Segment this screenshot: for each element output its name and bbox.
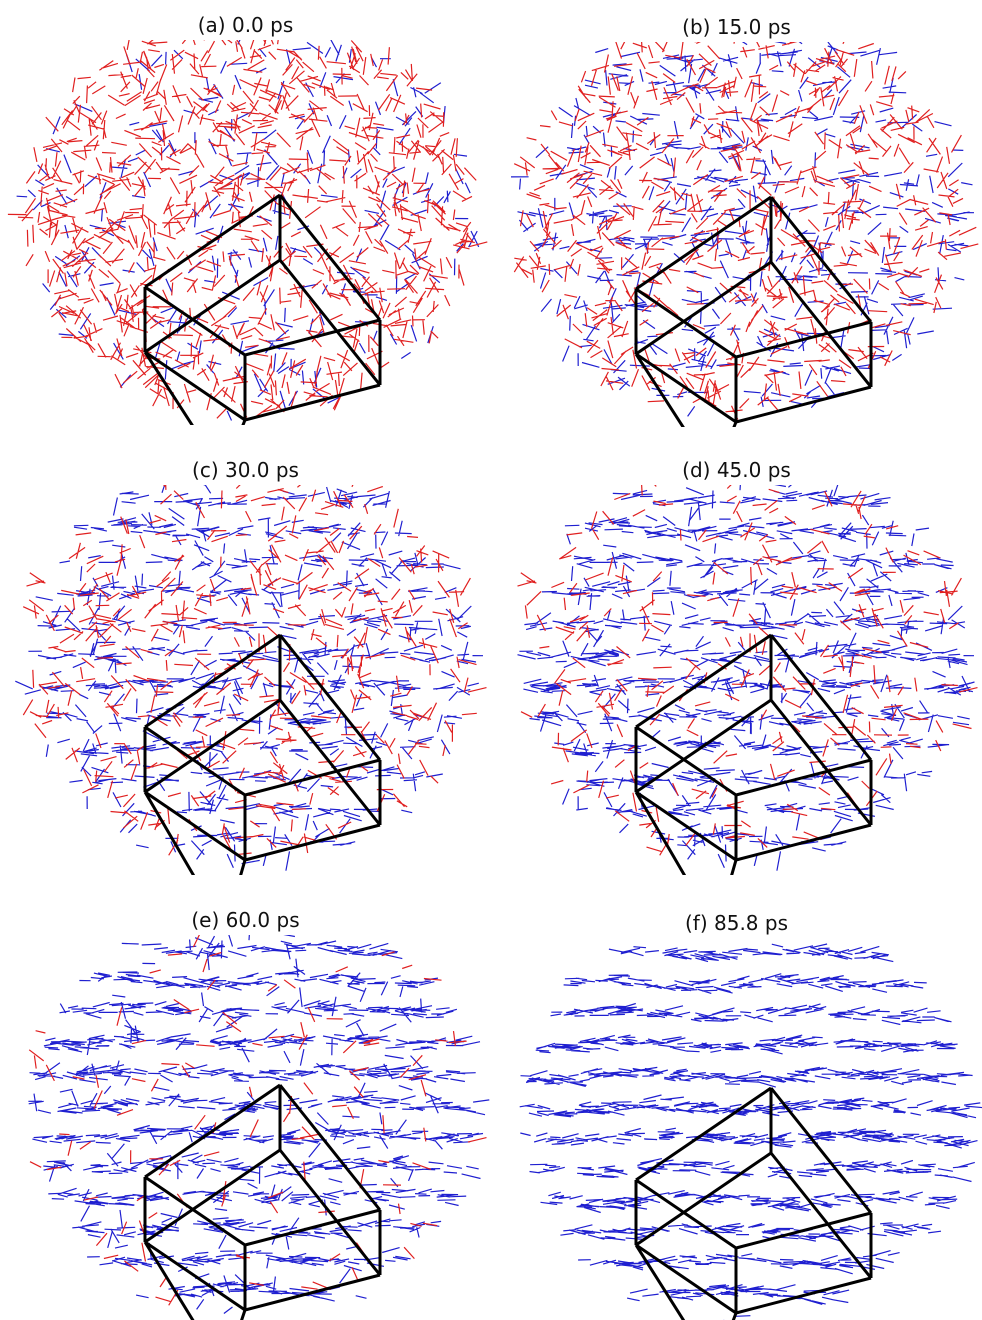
panel-title: (c) 30.0 ps <box>0 455 491 485</box>
panel: (c) 30.0 ps <box>0 455 491 875</box>
figure: (a) 0.0 ps (b) 15.0 ps (c) 30.0 ps (d) 4… <box>0 0 982 1320</box>
panel: (a) 0.0 ps <box>0 10 491 425</box>
snapshot <box>0 485 491 875</box>
snapshot <box>491 485 982 875</box>
panel-title: (a) 0.0 ps <box>0 10 491 40</box>
red-bonds <box>29 935 486 1305</box>
red-bonds <box>518 485 978 855</box>
panel: (d) 45.0 ps <box>491 455 982 875</box>
panel-title: (d) 45.0 ps <box>491 455 982 485</box>
panel: (b) 15.0 ps <box>491 12 982 427</box>
cell-box <box>145 635 380 875</box>
panel: (f) 85.8 ps <box>491 908 982 1320</box>
snapshot <box>0 935 491 1320</box>
snapshot <box>0 40 491 425</box>
blue-bonds <box>15 485 483 871</box>
snapshot <box>491 938 982 1320</box>
blue-bonds <box>28 935 489 1314</box>
panel-title: (f) 85.8 ps <box>491 908 982 938</box>
panel-title: (b) 15.0 ps <box>491 12 982 42</box>
red-bonds <box>23 485 486 855</box>
panel-title: (e) 60.0 ps <box>0 905 491 935</box>
blue-bonds <box>520 938 982 1320</box>
snapshot <box>491 42 982 427</box>
panel: (e) 60.0 ps <box>0 905 491 1320</box>
